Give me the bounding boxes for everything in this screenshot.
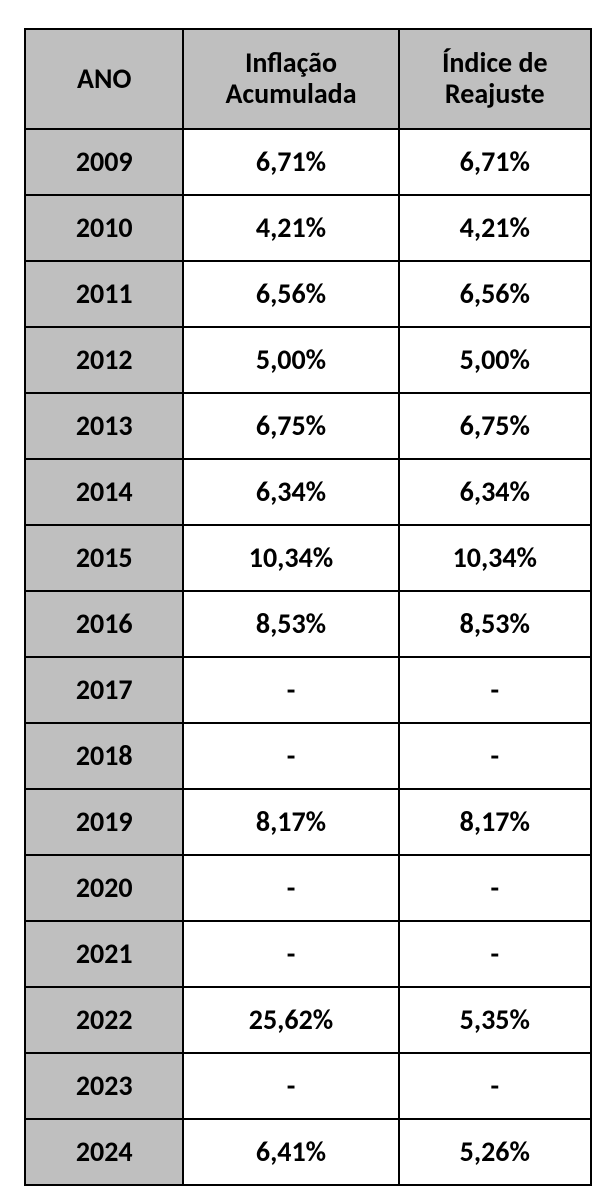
table-row: 2013 6,75% 6,75% xyxy=(25,393,591,459)
cell-ano: 2010 xyxy=(25,195,183,261)
cell-inflacao: - xyxy=(183,855,398,921)
col-header-indice: Índice de Reajuste xyxy=(399,29,591,129)
cell-indice: 4,21% xyxy=(399,195,591,261)
cell-ano: 2022 xyxy=(25,987,183,1053)
cell-indice: 6,75% xyxy=(399,393,591,459)
cell-indice: - xyxy=(399,1053,591,1119)
table-row: 2016 8,53% 8,53% xyxy=(25,591,591,657)
cell-ano: 2017 xyxy=(25,657,183,723)
cell-indice: 10,34% xyxy=(399,525,591,591)
cell-ano: 2013 xyxy=(25,393,183,459)
cell-ano: 2023 xyxy=(25,1053,183,1119)
cell-indice: 8,17% xyxy=(399,789,591,855)
cell-inflacao: 6,56% xyxy=(183,261,398,327)
cell-inflacao: 25,62% xyxy=(183,987,398,1053)
table-row: 2019 8,17% 8,17% xyxy=(25,789,591,855)
cell-inflacao: 6,34% xyxy=(183,459,398,525)
table-row: 2024 6,41% 5,26% xyxy=(25,1119,591,1185)
table-row: 2009 6,71% 6,71% xyxy=(25,129,591,195)
cell-indice: - xyxy=(399,855,591,921)
cell-ano: 2021 xyxy=(25,921,183,987)
table-row: 2020 - - xyxy=(25,855,591,921)
cell-inflacao: 10,34% xyxy=(183,525,398,591)
cell-inflacao: 4,21% xyxy=(183,195,398,261)
cell-indice: 8,53% xyxy=(399,591,591,657)
cell-ano: 2024 xyxy=(25,1119,183,1185)
table-row: 2014 6,34% 6,34% xyxy=(25,459,591,525)
cell-ano: 2016 xyxy=(25,591,183,657)
cell-indice: 5,26% xyxy=(399,1119,591,1185)
cell-indice: 6,34% xyxy=(399,459,591,525)
cell-indice: 5,35% xyxy=(399,987,591,1053)
cell-inflacao: 6,41% xyxy=(183,1119,398,1185)
cell-indice: 6,56% xyxy=(399,261,591,327)
cell-ano: 2009 xyxy=(25,129,183,195)
cell-inflacao: - xyxy=(183,657,398,723)
cell-inflacao: - xyxy=(183,1053,398,1119)
cell-ano: 2011 xyxy=(25,261,183,327)
table-row: 2022 25,62% 5,35% xyxy=(25,987,591,1053)
cell-indice: 6,71% xyxy=(399,129,591,195)
cell-inflacao: - xyxy=(183,723,398,789)
col-header-inflacao: Inflação Acumulada xyxy=(183,29,398,129)
cell-inflacao: 8,53% xyxy=(183,591,398,657)
cell-ano: 2019 xyxy=(25,789,183,855)
cell-inflacao: 5,00% xyxy=(183,327,398,393)
col-header-ano: ANO xyxy=(25,29,183,129)
cell-ano: 2014 xyxy=(25,459,183,525)
cell-indice: 5,00% xyxy=(399,327,591,393)
cell-ano: 2015 xyxy=(25,525,183,591)
cell-indice: - xyxy=(399,723,591,789)
cell-ano: 2018 xyxy=(25,723,183,789)
cell-inflacao: 6,71% xyxy=(183,129,398,195)
table-row: 2010 4,21% 4,21% xyxy=(25,195,591,261)
cell-inflacao: 6,75% xyxy=(183,393,398,459)
cell-ano: 2012 xyxy=(25,327,183,393)
cell-indice: - xyxy=(399,657,591,723)
cell-inflacao: 8,17% xyxy=(183,789,398,855)
cell-ano: 2020 xyxy=(25,855,183,921)
table-row: 2021 - - xyxy=(25,921,591,987)
table-row: 2012 5,00% 5,00% xyxy=(25,327,591,393)
inflation-table: ANO Inflação Acumulada Índice de Reajust… xyxy=(24,28,592,1186)
table-header-row: ANO Inflação Acumulada Índice de Reajust… xyxy=(25,29,591,129)
table-row: 2011 6,56% 6,56% xyxy=(25,261,591,327)
table-row: 2017 - - xyxy=(25,657,591,723)
table-row: 2018 - - xyxy=(25,723,591,789)
table-row: 2023 - - xyxy=(25,1053,591,1119)
table-row: 2015 10,34% 10,34% xyxy=(25,525,591,591)
cell-indice: - xyxy=(399,921,591,987)
cell-inflacao: - xyxy=(183,921,398,987)
